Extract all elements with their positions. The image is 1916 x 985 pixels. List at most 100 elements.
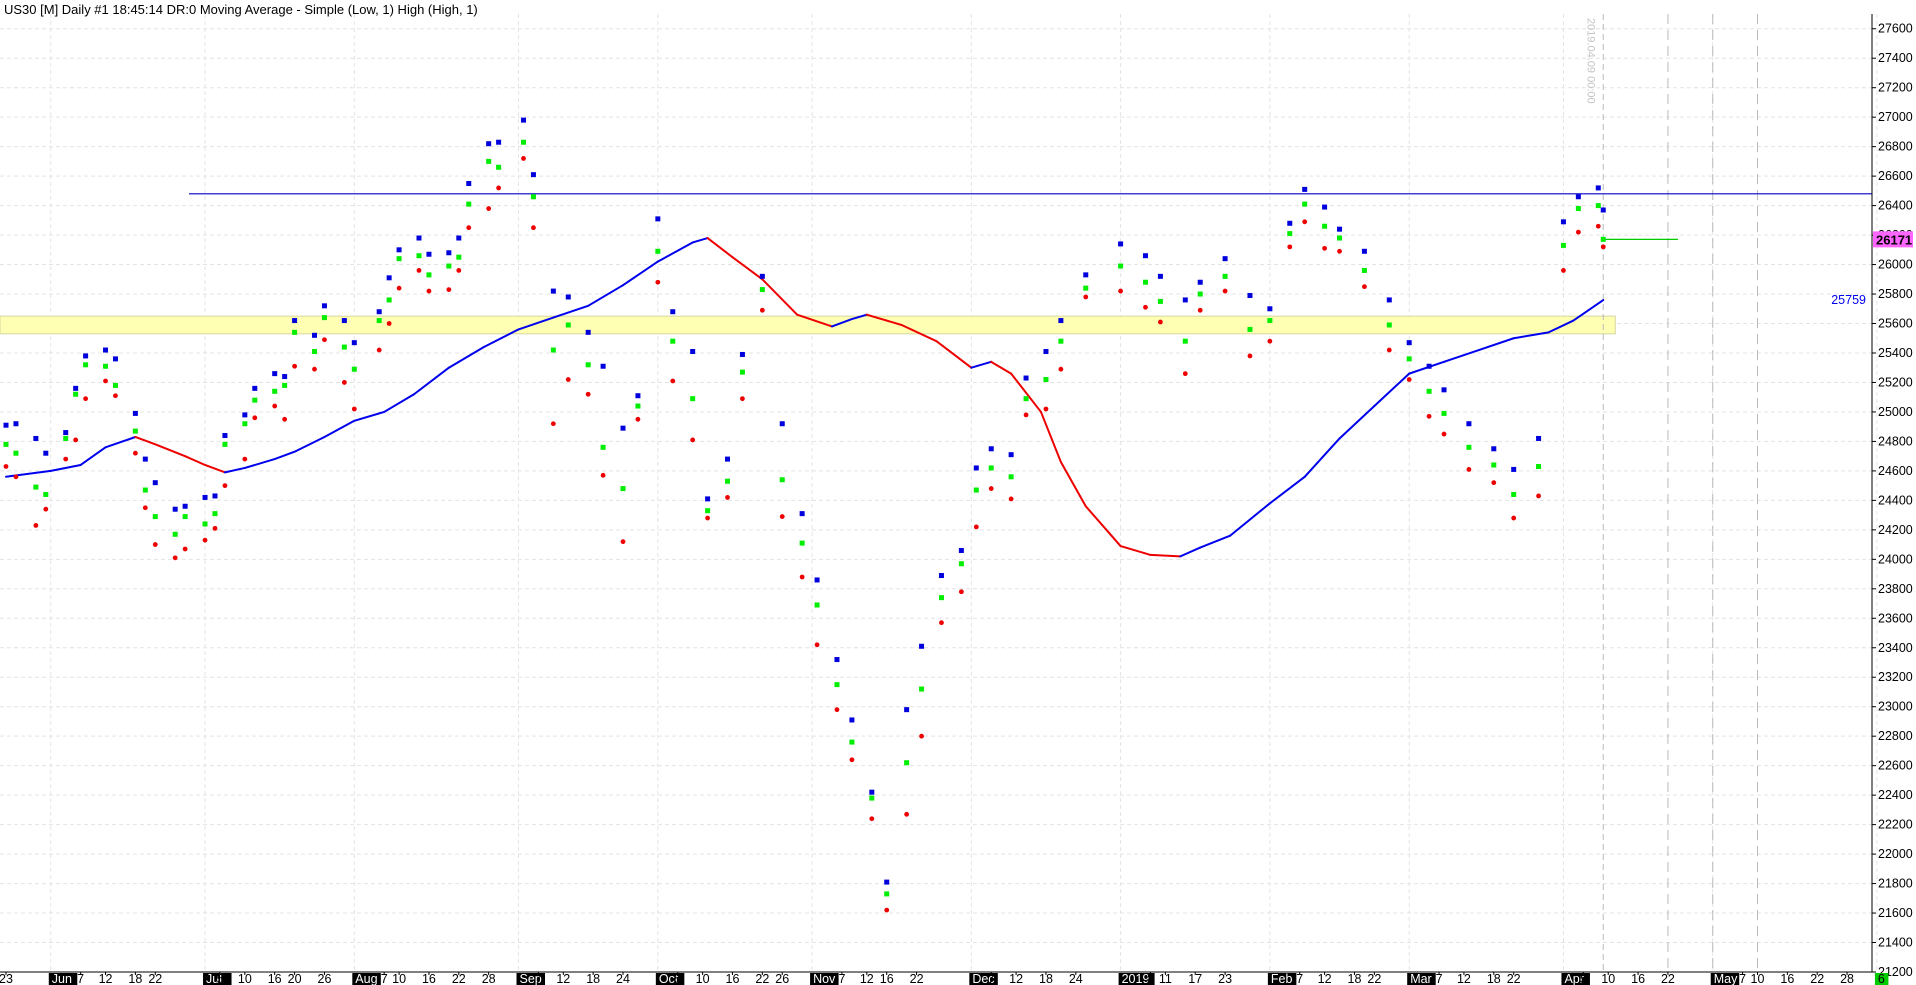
mid-marker	[1222, 273, 1228, 279]
mid-marker	[1337, 235, 1343, 241]
low-marker	[1337, 248, 1342, 254]
low-marker	[988, 486, 994, 491]
high-marker	[655, 216, 661, 222]
high-marker	[13, 421, 19, 427]
mid-marker	[530, 194, 536, 200]
low-marker	[426, 288, 432, 294]
high-marker	[565, 294, 571, 300]
high-marker	[670, 309, 676, 315]
high-marker	[242, 412, 248, 418]
y-tick-label: 26800	[1878, 140, 1913, 154]
low-marker	[322, 337, 327, 343]
low-marker	[939, 620, 944, 626]
chart-title: US30 [M] Daily #1 18:45:14 DR:0 Moving A…	[4, 2, 478, 17]
month-badge	[1561, 973, 1590, 985]
high-marker	[1491, 446, 1497, 452]
x-tick-label: 18	[1348, 972, 1362, 985]
low-marker	[222, 483, 228, 489]
x-tick-label: 7	[988, 972, 995, 985]
low-marker	[600, 472, 606, 478]
y-tick-label: 24800	[1878, 434, 1913, 448]
high-marker	[3, 422, 9, 428]
mid-marker	[416, 253, 422, 259]
ma-segment	[273, 450, 296, 461]
high-marker	[496, 139, 502, 145]
x-tick-label: 23	[0, 972, 13, 985]
y-tick-label: 22000	[1878, 847, 1913, 861]
mid-marker	[1247, 326, 1253, 332]
mid-marker	[725, 478, 731, 484]
low-marker	[531, 225, 536, 231]
mid-marker	[1575, 206, 1581, 212]
y-tick-label: 26400	[1878, 199, 1913, 213]
mid-marker	[486, 158, 492, 164]
high-marker	[312, 332, 318, 338]
x-month-label: May	[1714, 972, 1738, 985]
ma-segment	[656, 241, 694, 263]
mid-marker	[759, 287, 765, 293]
low-marker	[282, 416, 288, 422]
mid-marker	[1511, 491, 1517, 497]
high-marker	[1043, 349, 1049, 355]
ma-segment	[1373, 372, 1411, 408]
x-month-label: Mar	[1410, 972, 1432, 985]
low-marker	[1595, 223, 1601, 229]
current-price-tag-bg	[1873, 231, 1913, 248]
high-marker	[904, 707, 910, 713]
low-marker	[958, 589, 964, 595]
support-zone	[0, 315, 1616, 335]
mid-marker	[1023, 396, 1029, 402]
high-marker	[1322, 204, 1328, 210]
y-tick-label: 27000	[1878, 110, 1913, 124]
low-marker	[1043, 406, 1049, 412]
x-month-label: Jun	[52, 972, 72, 985]
mid-marker	[1322, 223, 1328, 229]
ma-segment	[1059, 461, 1087, 508]
high-marker	[1536, 435, 1542, 441]
y-tick-label: 26600	[1878, 169, 1913, 183]
low-marker	[456, 268, 462, 273]
low-marker	[1058, 366, 1064, 372]
x-month-label: Oct	[659, 972, 679, 985]
high-marker	[869, 789, 875, 795]
high-marker	[705, 496, 711, 502]
high-marker	[83, 353, 89, 359]
mid-marker	[1118, 263, 1124, 269]
y-tick-label: 24600	[1878, 464, 1913, 478]
ma-segment	[796, 313, 833, 328]
high-marker	[142, 456, 148, 462]
mid-marker	[1302, 201, 1308, 207]
x-tick-label: 17	[1188, 972, 1202, 985]
x-tick-label: 16	[1631, 972, 1645, 985]
low-marker	[63, 456, 69, 462]
mid-marker	[152, 514, 158, 520]
x-tick-label: 18	[1039, 972, 1053, 985]
low-marker	[386, 321, 392, 326]
high-marker	[396, 247, 402, 253]
high-marker	[486, 141, 492, 147]
ma-segment	[353, 410, 386, 422]
mid-marker	[212, 511, 218, 517]
x-tick-label: 18	[1487, 972, 1501, 985]
ma-segment	[243, 458, 276, 469]
low-marker	[172, 555, 178, 561]
low-marker	[376, 347, 382, 353]
low-marker	[1561, 268, 1566, 273]
high-marker	[1023, 375, 1029, 381]
mid-marker	[132, 428, 138, 434]
mid-marker	[1058, 338, 1064, 344]
x-tick-label: 12	[99, 972, 113, 985]
low-marker	[272, 403, 278, 409]
x-month-label: Nov	[813, 972, 836, 985]
high-marker	[759, 273, 765, 279]
mid-marker	[252, 397, 258, 403]
mid-marker	[849, 739, 855, 745]
x-tick-label: 20	[288, 972, 302, 985]
low-marker	[1287, 244, 1293, 250]
ma-segment	[482, 328, 520, 349]
x-tick-label: 28	[482, 972, 496, 985]
current-price-tag[interactable]: 26171	[1873, 231, 1913, 248]
high-marker	[620, 425, 626, 431]
